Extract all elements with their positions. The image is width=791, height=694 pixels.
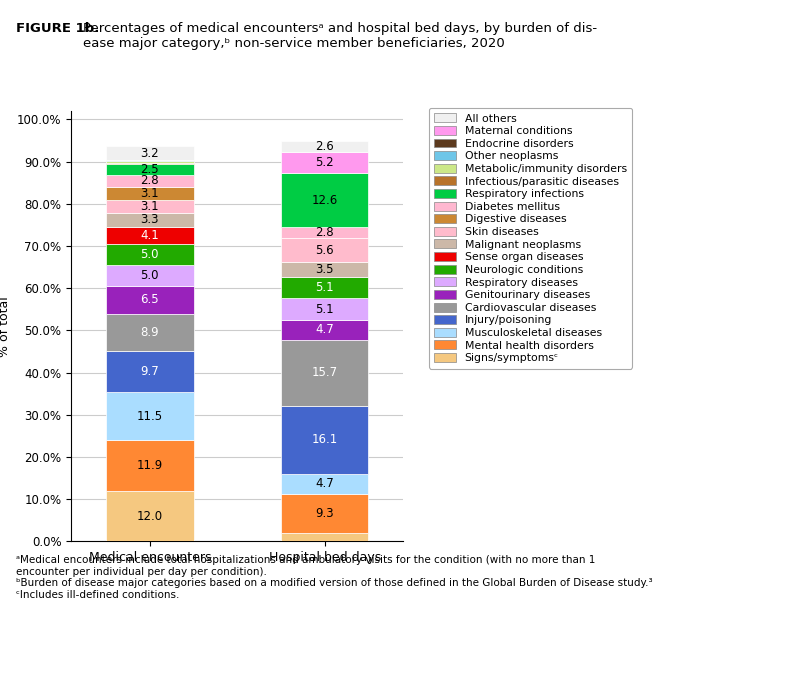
Text: 2.8: 2.8 <box>141 174 159 187</box>
Bar <box>106 187 194 200</box>
Bar <box>106 314 194 351</box>
Text: 4.7: 4.7 <box>316 323 334 337</box>
Bar <box>106 162 194 164</box>
Text: 6.5: 6.5 <box>141 294 159 306</box>
Text: 12.0: 12.0 <box>137 509 163 523</box>
Bar <box>106 286 194 314</box>
Bar <box>281 141 369 151</box>
Bar <box>106 392 194 441</box>
Text: 11.9: 11.9 <box>137 459 163 472</box>
Bar <box>281 533 369 541</box>
Bar <box>281 174 369 227</box>
Legend: All others, Maternal conditions, Endocrine disorders, Other neoplasms, Metabolic: All others, Maternal conditions, Endocri… <box>429 108 632 369</box>
Text: 3.3: 3.3 <box>141 213 159 226</box>
Bar <box>281 493 369 533</box>
Bar <box>281 406 369 474</box>
Text: 3.5: 3.5 <box>316 263 334 276</box>
Bar <box>106 227 194 244</box>
Bar <box>106 146 194 160</box>
Bar <box>106 164 194 175</box>
Text: 4.7: 4.7 <box>316 477 334 490</box>
Text: 5.0: 5.0 <box>141 248 159 261</box>
Text: 8.9: 8.9 <box>141 325 159 339</box>
Text: 12.6: 12.6 <box>312 194 338 207</box>
Text: 3.2: 3.2 <box>141 146 159 160</box>
Text: 9.7: 9.7 <box>141 365 159 378</box>
Text: 16.1: 16.1 <box>312 433 338 446</box>
Bar <box>106 351 194 392</box>
Bar <box>281 239 369 262</box>
Y-axis label: % of total: % of total <box>0 296 11 357</box>
Text: 5.2: 5.2 <box>316 156 334 169</box>
Text: 4.1: 4.1 <box>141 229 159 242</box>
Bar <box>281 151 369 174</box>
Text: 5.0: 5.0 <box>141 269 159 282</box>
Text: 15.7: 15.7 <box>312 366 338 380</box>
Bar <box>106 212 194 227</box>
Bar <box>106 244 194 265</box>
Bar <box>106 175 194 187</box>
Bar <box>106 160 194 161</box>
Text: 2.6: 2.6 <box>316 139 334 153</box>
Bar <box>281 474 369 493</box>
Text: Percentages of medical encountersᵃ and hospital bed days, by burden of dis-
ease: Percentages of medical encountersᵃ and h… <box>83 22 597 50</box>
Text: 5.1: 5.1 <box>316 281 334 294</box>
Bar <box>106 491 194 541</box>
Text: FIGURE 1b.: FIGURE 1b. <box>16 22 99 35</box>
Bar <box>281 277 369 298</box>
Text: 3.1: 3.1 <box>141 187 159 200</box>
Bar <box>281 298 369 320</box>
Bar <box>106 265 194 286</box>
Bar <box>281 227 369 239</box>
Text: ᵃMedical encounters include total hospitalizations and ambulatory visits for the: ᵃMedical encounters include total hospit… <box>16 555 653 600</box>
Bar <box>106 161 194 162</box>
Bar <box>281 262 369 277</box>
Text: 11.5: 11.5 <box>137 409 163 423</box>
Bar <box>106 200 194 212</box>
Text: 5.1: 5.1 <box>316 303 334 316</box>
Bar <box>281 339 369 406</box>
Text: 3.1: 3.1 <box>141 200 159 212</box>
Text: 5.6: 5.6 <box>316 244 334 257</box>
Text: 9.3: 9.3 <box>316 507 334 520</box>
Bar <box>281 320 369 339</box>
Text: 2.5: 2.5 <box>141 163 159 176</box>
Text: 2.8: 2.8 <box>316 226 334 239</box>
Bar <box>106 441 194 491</box>
